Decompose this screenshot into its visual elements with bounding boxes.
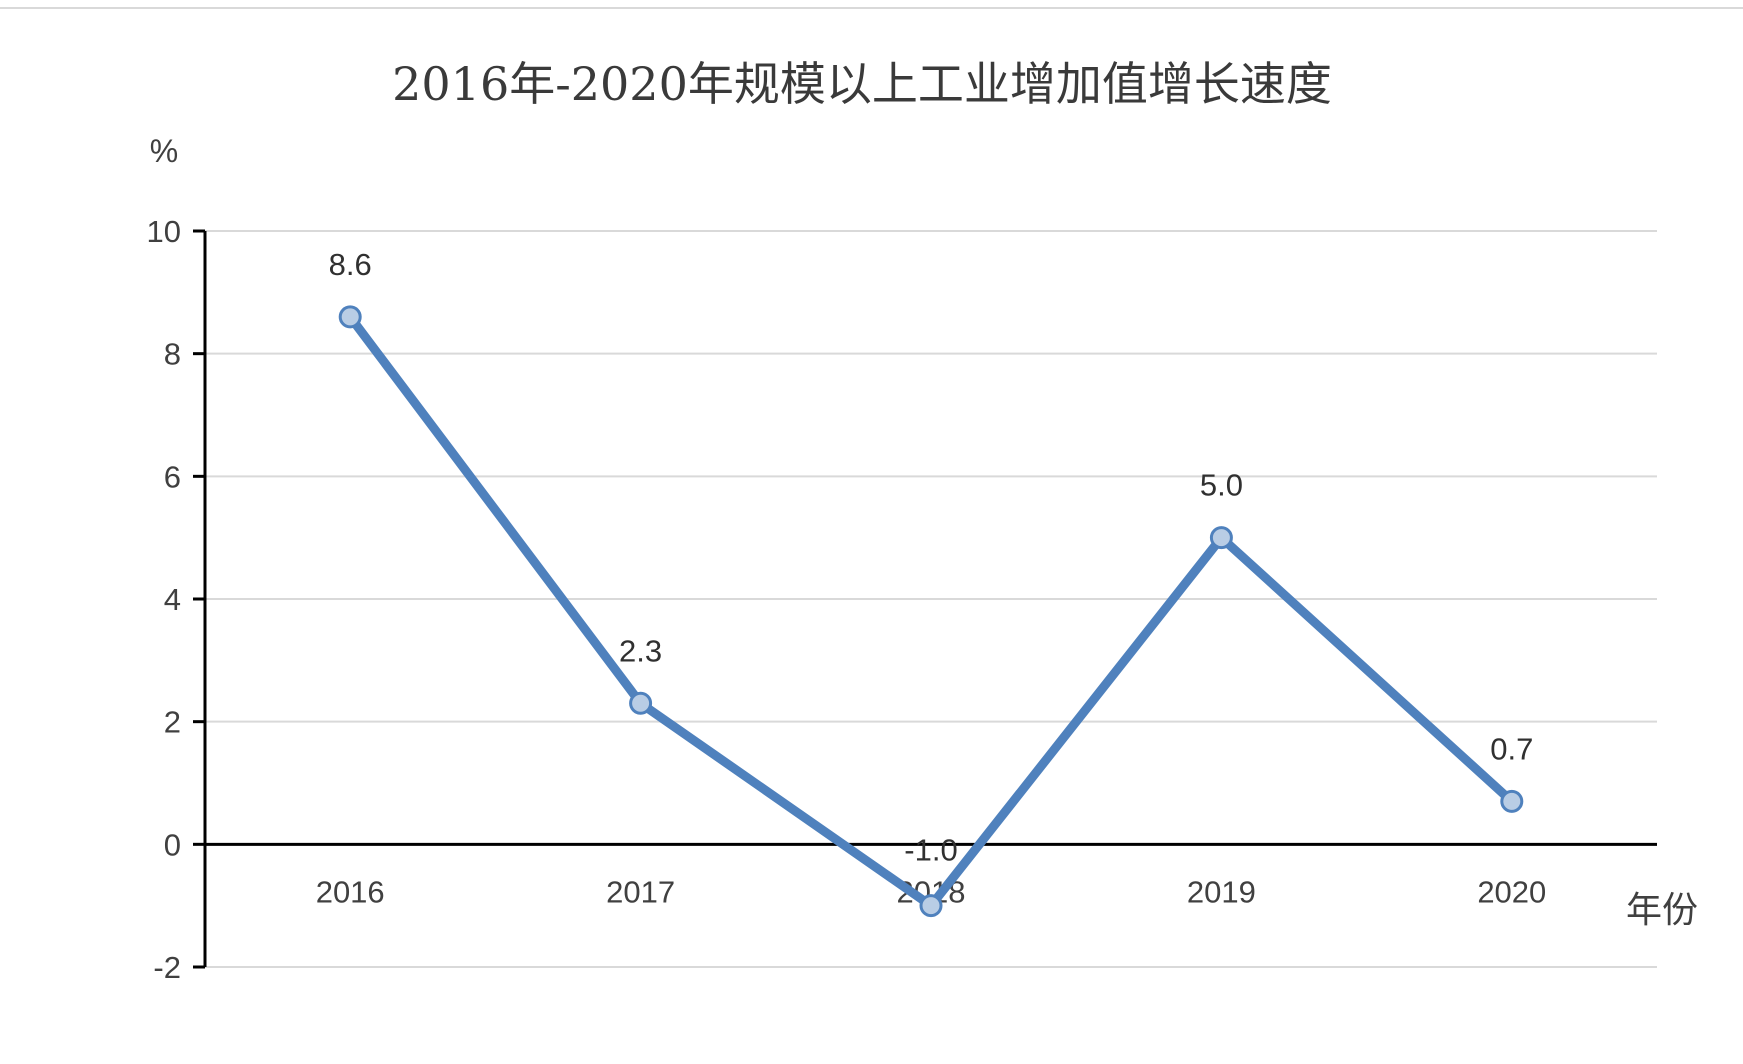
data-label: 2.3: [619, 633, 662, 668]
y-tick-label: 10: [147, 214, 181, 249]
labels: 8.6 2.3 -1.0 5.0 0.7: [329, 247, 1534, 868]
x-tick-label: 2019: [1187, 874, 1256, 909]
data-point: [338, 305, 362, 329]
data-point: [1209, 526, 1233, 550]
grid-lines: [205, 230, 1657, 968]
series: [338, 305, 1524, 918]
data-point: [1500, 789, 1524, 813]
x-tick-label: 2016: [316, 874, 385, 909]
data-label: 5.0: [1200, 468, 1243, 503]
y-tick-label: -2: [153, 950, 181, 985]
x-tick-label: 2020: [1477, 874, 1546, 909]
y-tick-label: 2: [164, 705, 181, 740]
data-label: 8.6: [329, 247, 372, 282]
series-line: [345, 312, 1517, 911]
data-point: [629, 691, 653, 715]
y-tick-label: 0: [164, 827, 181, 862]
x-tick-label: 2017: [606, 874, 675, 909]
y-tick-label: 8: [164, 337, 181, 372]
y-axis-unit: %: [150, 133, 178, 169]
data-label: -1.0: [904, 833, 957, 868]
chart-title: 2016年-2020年规模以上工业增加值增长速度: [392, 57, 1332, 111]
y-tick-label: 6: [164, 459, 181, 494]
data-point: [919, 894, 943, 918]
x-axis-unit: 年份: [1626, 890, 1698, 931]
data-label: 0.7: [1490, 731, 1533, 766]
y-tick-label: 4: [164, 582, 181, 617]
